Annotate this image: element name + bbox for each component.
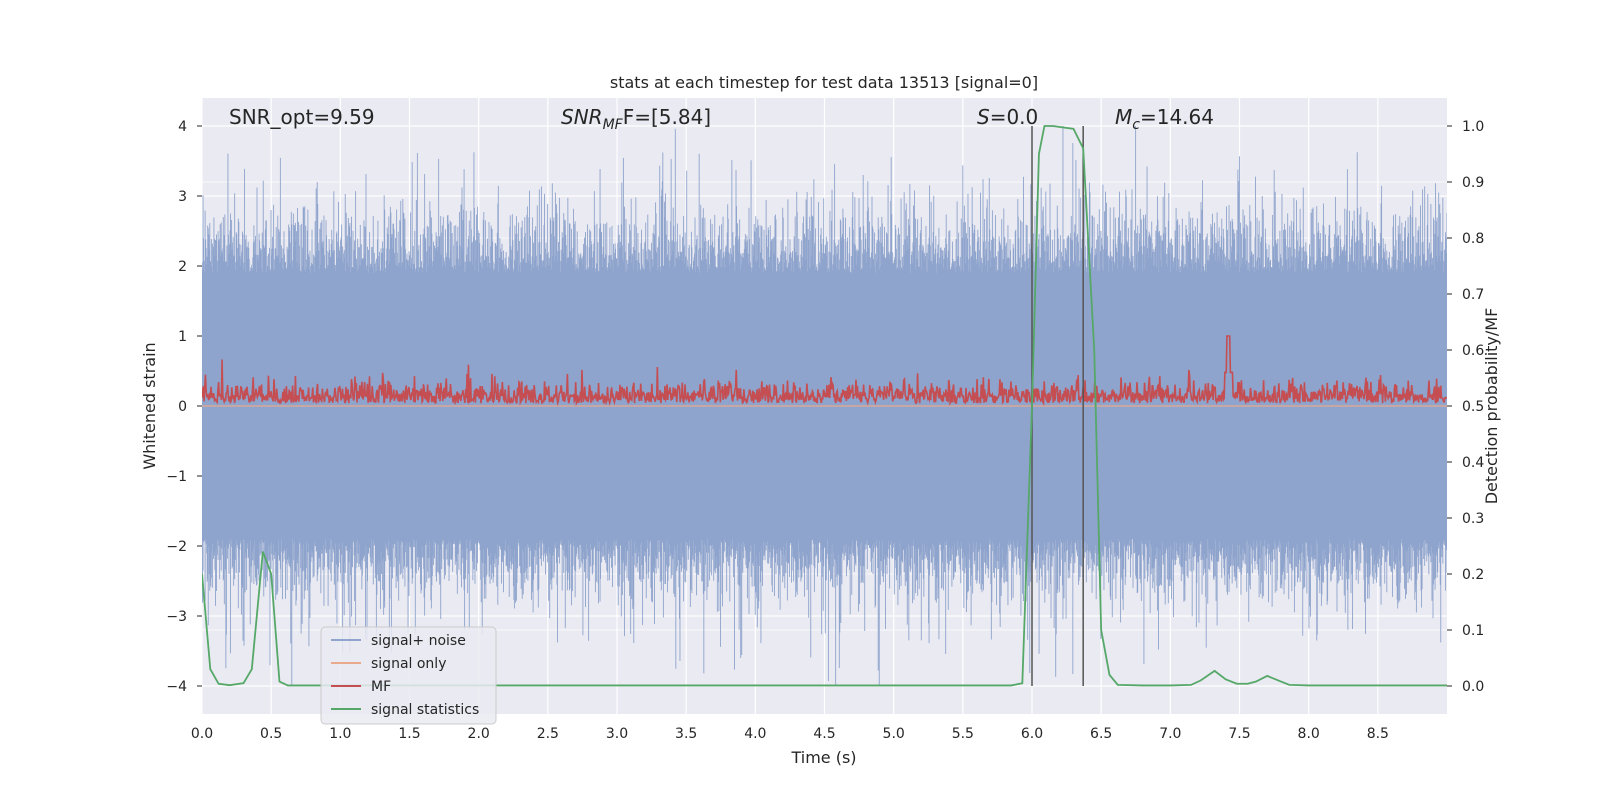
legend-label-mf: MF	[371, 679, 391, 695]
x-tick-label-7: 3.5	[675, 726, 697, 742]
legend-label-signal-noise: signal+ noise	[371, 633, 466, 649]
annotation-mc: Mc=14.64	[1115, 105, 1214, 133]
y-tick-label-right-1: 0.1	[1462, 623, 1484, 639]
y-tick-label-right-5: 0.5	[1462, 399, 1484, 415]
y-tick-labels-left: −4 −3 −2 −1 0 1 2 3 4	[166, 119, 202, 695]
annotation-snr-opt: SNR_opt=9.59	[229, 105, 375, 129]
annotation-s-prefix: S	[977, 105, 990, 129]
x-tick-labels: 0.0 0.5 1.0 1.5 2.0 2.5 3.0 3.5 4.0 4.5 5.0 5.5 6.0 6…	[191, 726, 1389, 742]
y-tick-label-left-1: −3	[166, 609, 187, 625]
x-tick-label-15: 7.5	[1228, 726, 1250, 742]
y-tick-label-left-8: 4	[178, 119, 187, 135]
y-tick-label-left-6: 2	[178, 259, 187, 275]
y-tick-labels-right: 0.0 0.1 0.2 0.3 0.4 0.5 0.6 0.7 0.8 0.9 1.0	[1447, 119, 1484, 695]
y-tick-label-right-8: 0.8	[1462, 231, 1484, 247]
y-tick-label-left-7: 3	[178, 189, 187, 205]
annotation-mc-value: =14.64	[1140, 105, 1214, 129]
x-tick-label-13: 6.5	[1090, 726, 1112, 742]
series-signal-statistics	[202, 125, 1447, 687]
y-tick-label-right-6: 0.6	[1462, 343, 1484, 359]
legend: signal+ noise signal only MF signal stat…	[320, 626, 497, 725]
y-tick-label-left-3: −1	[166, 469, 187, 485]
x-tick-label-16: 8.0	[1298, 726, 1320, 742]
x-axis-label: Time (s)	[790, 748, 856, 767]
x-tick-label-8: 4.0	[744, 726, 766, 742]
y-axis-label-right: Detection probability/MF	[1482, 308, 1501, 505]
legend-label-signal-only: signal only	[371, 656, 446, 672]
y-tick-label-right-9: 0.9	[1462, 175, 1484, 191]
y-tick-label-right-3: 0.3	[1462, 511, 1484, 527]
x-tick-label-12: 6.0	[1021, 726, 1043, 742]
y-axis-label-left: Whitened strain	[140, 342, 159, 469]
legend-label-signal-statistics: signal statistics	[371, 702, 479, 718]
annotation-mc-sub: c	[1132, 117, 1140, 133]
x-tick-label-5: 2.5	[537, 726, 559, 742]
annotation-snr-mf-prefix: SNR	[561, 105, 603, 129]
y-tick-label-right-7: 0.7	[1462, 287, 1484, 303]
x-tick-label-2: 1.0	[329, 726, 351, 742]
annotation-snr-mf-suffix: F=[5.84]	[623, 105, 711, 129]
y-tick-label-right-0: 0.0	[1462, 679, 1484, 695]
annotation-s: S=0.0	[977, 105, 1038, 129]
x-tick-label-4: 2.0	[468, 726, 490, 742]
chart-title: stats at each timestep for test data 135…	[610, 73, 1038, 92]
y-tick-label-right-4: 0.4	[1462, 455, 1484, 471]
x-tick-label-1: 0.5	[260, 726, 282, 742]
x-tick-label-11: 5.5	[952, 726, 974, 742]
x-tick-label-10: 5.0	[883, 726, 905, 742]
annotation-snr-mf: SNRMFF=[5.84]	[561, 105, 711, 133]
y-tick-label-left-2: −2	[166, 539, 187, 555]
x-tick-label-0: 0.0	[191, 726, 213, 742]
y-tick-label-left-4: 0	[178, 399, 187, 415]
y-tick-label-left-0: −4	[166, 679, 187, 695]
series-mf	[202, 335, 1447, 407]
x-tick-label-14: 7.0	[1159, 726, 1181, 742]
signal-statistics-trace	[202, 125, 1447, 687]
y-tick-label-right-10: 1.0	[1462, 119, 1484, 135]
annotation-s-value: =0.0	[990, 105, 1039, 129]
annotation-snr-mf-sub: MF	[603, 117, 624, 133]
y-tick-label-right-2: 0.2	[1462, 567, 1484, 583]
x-tick-label-3: 1.5	[398, 726, 420, 742]
x-tick-label-9: 4.5	[813, 726, 835, 742]
annotation-mc-prefix: M	[1115, 105, 1132, 129]
legend-box	[320, 626, 497, 725]
mf-trace	[202, 335, 1447, 407]
y-tick-label-left-5: 1	[178, 329, 187, 345]
x-tick-label-17: 8.5	[1367, 726, 1389, 742]
x-tick-label-6: 3.0	[606, 726, 628, 742]
